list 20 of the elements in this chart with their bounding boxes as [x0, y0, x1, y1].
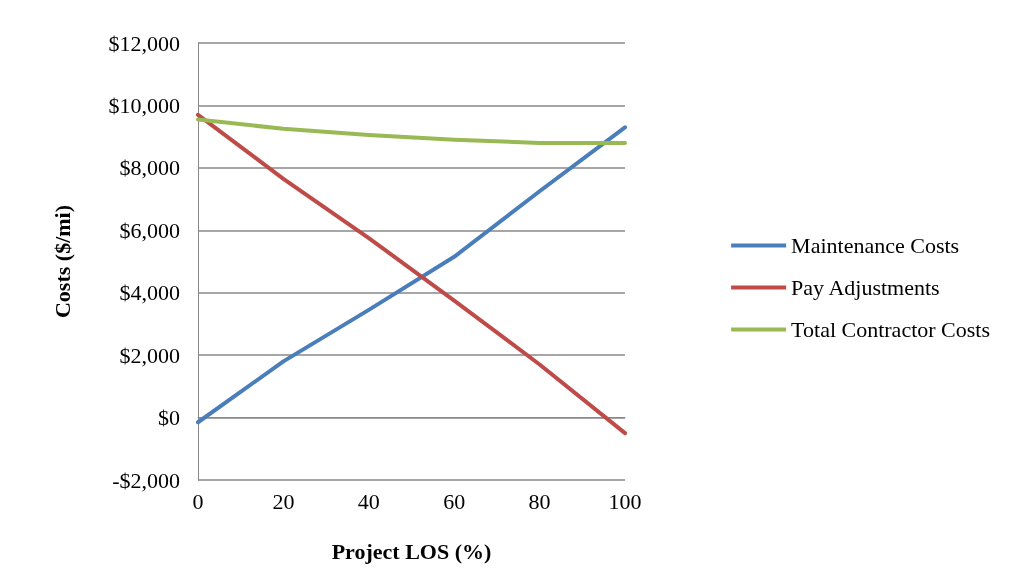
x-axis-title: Project LOS (%) [331, 538, 492, 564]
y-tick-label: $0 [158, 405, 180, 431]
x-tick-label: 60 [443, 488, 466, 514]
line-series [196, 117, 627, 145]
legend-label: Pay Adjustments [791, 275, 940, 300]
x-tick-label: 0 [192, 488, 204, 514]
legend-label: Total Contractor Costs [791, 317, 991, 342]
y-tick-label: $2,000 [119, 342, 180, 368]
y-tick-label: $10,000 [108, 92, 180, 118]
y-tick-label: $4,000 [119, 280, 180, 306]
x-tick-label: 100 [608, 488, 642, 514]
x-tick-label: 80 [528, 488, 551, 514]
x-tick-label: 20 [272, 488, 295, 514]
x-tick-label: 40 [357, 488, 380, 514]
y-tick-label: $6,000 [119, 217, 180, 243]
y-tick-label: -$2,000 [112, 467, 180, 493]
legend-label: Maintenance Costs [791, 233, 960, 258]
y-tick-label: $8,000 [119, 155, 180, 181]
y-tick-label: $12,000 [108, 30, 180, 56]
y-axis-title: Costs ($/mi) [49, 204, 75, 319]
